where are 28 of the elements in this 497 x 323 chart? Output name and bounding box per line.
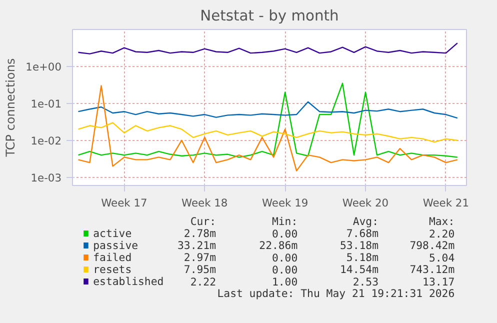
x-tick-label: Week 19 bbox=[262, 196, 308, 210]
text: 2.22 1.00 2.53 13.17 bbox=[190, 276, 455, 288]
x-tick-label: Week 17 bbox=[101, 196, 148, 210]
legend-label: resets bbox=[93, 263, 132, 276]
text: Cur: Min: Avg: Max: bbox=[190, 215, 455, 228]
y-tick-label: 1e-01 bbox=[30, 97, 62, 110]
y-tick-label: 1e-03 bbox=[30, 171, 62, 184]
x-tick-label: Week 18 bbox=[182, 196, 228, 210]
y-tick-label: 1e+00 bbox=[26, 60, 62, 74]
line-series bbox=[78, 85, 458, 172]
text: 2.78m 0.00 7.68m 2.20 bbox=[184, 227, 455, 240]
x-tick-label: Week 20 bbox=[342, 196, 389, 210]
text: Last update: Thu May 21 19:21:31 2026 bbox=[217, 287, 455, 300]
line-series bbox=[78, 42, 458, 54]
line-series bbox=[78, 122, 458, 143]
legend-label: established bbox=[93, 275, 164, 288]
text: 7.95m 0.00 14.54m 743.12m bbox=[184, 263, 455, 276]
text: 2.97m 0.00 5.18m 5.04 bbox=[184, 251, 455, 264]
chart-title: Netstat - by month bbox=[200, 8, 339, 24]
line-series bbox=[78, 101, 458, 119]
y-axis-title: TCP connections bbox=[4, 58, 18, 158]
line-series bbox=[78, 82, 458, 158]
x-tick-label: Week 21 bbox=[422, 196, 469, 210]
text: 33.21m 22.86m 53.18m 798.42m bbox=[177, 239, 455, 252]
y-tick-label: 1e-02 bbox=[30, 134, 62, 148]
legend-label: active bbox=[93, 227, 132, 240]
legend-label: failed bbox=[93, 251, 132, 264]
legend-label: passive bbox=[93, 239, 138, 252]
